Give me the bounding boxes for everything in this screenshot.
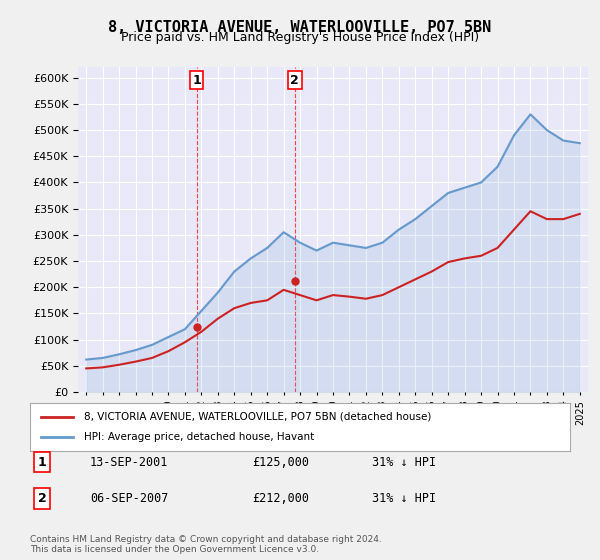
Text: £125,000: £125,000 <box>252 455 309 469</box>
Text: 1: 1 <box>192 74 201 87</box>
Text: 1: 1 <box>38 455 46 469</box>
Text: 06-SEP-2007: 06-SEP-2007 <box>90 492 169 505</box>
Text: 13-SEP-2001: 13-SEP-2001 <box>90 455 169 469</box>
Text: 8, VICTORIA AVENUE, WATERLOOVILLE, PO7 5BN (detached house): 8, VICTORIA AVENUE, WATERLOOVILLE, PO7 5… <box>84 412 431 422</box>
Text: Contains HM Land Registry data © Crown copyright and database right 2024.
This d: Contains HM Land Registry data © Crown c… <box>30 535 382 554</box>
Text: 8, VICTORIA AVENUE, WATERLOOVILLE, PO7 5BN: 8, VICTORIA AVENUE, WATERLOOVILLE, PO7 5… <box>109 20 491 35</box>
Text: Price paid vs. HM Land Registry's House Price Index (HPI): Price paid vs. HM Land Registry's House … <box>121 31 479 44</box>
Text: £212,000: £212,000 <box>252 492 309 505</box>
Text: 2: 2 <box>38 492 46 505</box>
Text: 31% ↓ HPI: 31% ↓ HPI <box>372 492 436 505</box>
Text: 2: 2 <box>290 74 299 87</box>
Text: 31% ↓ HPI: 31% ↓ HPI <box>372 455 436 469</box>
Text: HPI: Average price, detached house, Havant: HPI: Average price, detached house, Hava… <box>84 432 314 442</box>
